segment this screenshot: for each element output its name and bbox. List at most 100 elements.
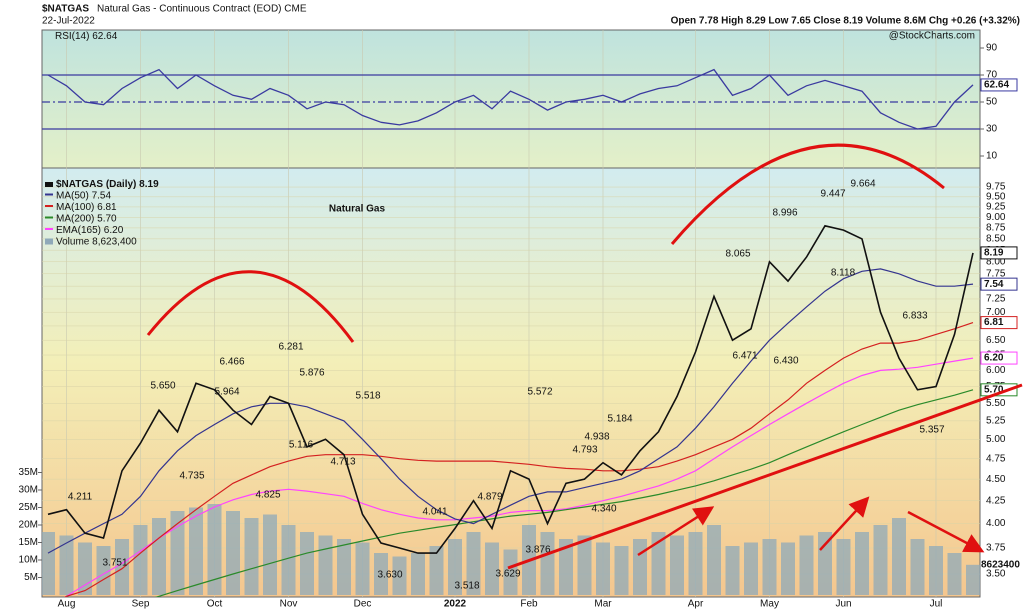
legend-entry: EMA(165) 6.20 [56, 225, 124, 236]
legend-value: 7.54 [92, 190, 112, 201]
volume-bar [670, 535, 684, 595]
volume-bar [725, 546, 740, 595]
price-annotation: 6.281 [278, 342, 303, 353]
volume-bar [263, 514, 277, 595]
volume-bar [374, 553, 388, 595]
volume-bar [466, 532, 481, 595]
arrow [637, 506, 715, 557]
volume-bar [559, 539, 573, 595]
volume-bar [170, 511, 185, 595]
volume-bar [688, 532, 703, 595]
legend-swatch [45, 182, 53, 187]
legend-value: 6.81 [97, 202, 117, 213]
volume-bar [152, 518, 166, 595]
volume-bar [929, 546, 943, 595]
volume-bar [781, 542, 795, 595]
legend-value: 6.20 [104, 225, 124, 236]
price-annotation: 3.751 [102, 558, 127, 569]
legend-name: RSI(14) [55, 31, 89, 42]
last-value: 7.54 [984, 279, 1004, 290]
y-tick-label: 9.50 [986, 191, 1006, 202]
price-annotation: 6.466 [219, 357, 244, 368]
legend-name: Volume [56, 236, 90, 247]
volume-bar [392, 556, 407, 595]
price-annotation: 5.518 [355, 391, 380, 402]
volume-bar [577, 535, 592, 595]
x-tick-label: Feb [520, 599, 538, 610]
last-value: 8623400 [981, 560, 1020, 571]
x-tick-label: Oct [207, 599, 223, 610]
volume-bar [485, 542, 499, 595]
arrow [819, 496, 870, 551]
price-annotation: 3.518 [454, 581, 479, 592]
price-lines [47, 224, 974, 597]
y-tick-label: 6.00 [986, 365, 1006, 376]
quote: Open 7.78 High 8.29 Low 7.65 Close 8.19 … [671, 16, 1020, 27]
y-tick-label: 4.25 [986, 495, 1006, 506]
price-annotation: 5.357 [919, 425, 944, 436]
y-tick-label: 4.00 [986, 518, 1006, 529]
price-annotation: 5.964 [214, 387, 239, 398]
last-value-box [980, 277, 1018, 291]
legend-swatch [45, 216, 53, 219]
volume-bar [244, 518, 259, 595]
moving-average [154, 389, 974, 597]
volume-bar [300, 532, 314, 595]
legend-value: 8.19 [139, 179, 159, 190]
legend-entry: Volume 8,623,400 [56, 236, 137, 247]
x-tick-label: Nov [280, 599, 298, 610]
y-tick-label: 10M [19, 555, 38, 566]
volume-bar [78, 542, 92, 595]
legend-entry: MA(100) 6.81 [56, 202, 117, 213]
price-annotation: 4.211 [68, 492, 93, 503]
last-value: 62.64 [984, 80, 1009, 91]
volume-bar [873, 525, 888, 595]
legend-swatch [45, 205, 53, 207]
y-tick-label: 9.75 [986, 182, 1006, 193]
price-annotation: 9.447 [820, 189, 845, 200]
rsi-line [47, 68, 974, 130]
x-tick-label: Sep [132, 599, 150, 610]
volume-bar [411, 553, 425, 595]
price-annotation: 4.041 [422, 507, 447, 518]
volume-bar [281, 525, 296, 595]
last-value: 6.20 [984, 353, 1004, 364]
y-tick-label: 6.50 [986, 335, 1006, 346]
volume-bar [96, 546, 111, 595]
y-tick-label: 4.50 [986, 474, 1006, 485]
y-tick-label: 50 [986, 97, 998, 108]
arrow [907, 510, 985, 553]
legend-name: MA(50) [56, 190, 89, 201]
volume-bar [947, 553, 962, 595]
price-annotation: 4.735 [179, 471, 204, 482]
legend-value: 62.64 [92, 31, 117, 42]
rsi-legend: RSI(14) 62.64 [55, 31, 118, 42]
moving-average [64, 322, 974, 597]
price-annotation: 3.629 [495, 569, 520, 580]
date: 22-Jul-2022 [42, 16, 95, 27]
price-annotation: 8.996 [772, 208, 797, 219]
last-value-box [980, 78, 1018, 92]
volume-bar [892, 518, 906, 595]
price-annotation: 6.471 [732, 351, 757, 362]
volume-bar [448, 539, 462, 595]
y-tick-label: 5.50 [986, 398, 1006, 409]
legend-swatch [45, 238, 53, 245]
moving-average [64, 357, 974, 597]
volume-bar [429, 546, 444, 595]
legend-name: MA(200) [56, 213, 94, 224]
y-tick-label: 25M [19, 502, 38, 513]
symbol: $NATGAS [42, 4, 89, 15]
legend-swatch [45, 228, 53, 230]
legend-entry: MA(200) 5.70 [56, 213, 117, 224]
x-tick-label: Mar [594, 599, 612, 610]
source: @StockCharts.com [889, 31, 975, 42]
volume-bar [540, 532, 555, 595]
volume-bar [633, 539, 647, 595]
x-tick-label: Apr [688, 599, 704, 610]
volume-bar [762, 539, 777, 595]
y-tick-label: 90 [986, 43, 998, 54]
y-tick-label: 9.00 [986, 212, 1006, 223]
volume-bar [133, 525, 148, 595]
arc [146, 270, 355, 343]
